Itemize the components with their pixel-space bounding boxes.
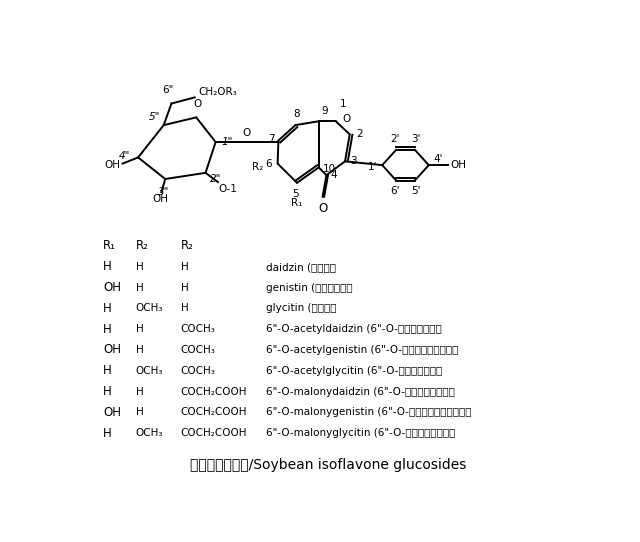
Text: 4': 4': [433, 153, 443, 164]
Text: 5': 5': [412, 186, 421, 196]
Text: 6: 6: [265, 159, 271, 169]
Text: 2: 2: [356, 130, 362, 139]
Text: 3": 3": [158, 186, 170, 197]
Text: OH: OH: [103, 406, 121, 419]
Text: 6"-O-acetyldaidzin (6"-O-乙酰基大豆苷）: 6"-O-acetyldaidzin (6"-O-乙酰基大豆苷）: [266, 324, 442, 334]
Text: H: H: [103, 260, 112, 273]
Text: H: H: [103, 364, 112, 377]
Text: COCH₃: COCH₃: [180, 324, 216, 334]
Text: glycitin (黄豆苷）: glycitin (黄豆苷）: [266, 304, 337, 313]
Text: 3: 3: [351, 156, 357, 166]
Text: 6': 6': [390, 186, 399, 196]
Text: OCH₃: OCH₃: [136, 428, 163, 438]
Text: 6"-O-acetylgenistin (6"-O-乙酰基金雀异黄苷）: 6"-O-acetylgenistin (6"-O-乙酰基金雀异黄苷）: [266, 345, 458, 355]
Text: H: H: [103, 385, 112, 398]
Text: R₂: R₂: [136, 240, 148, 253]
Text: OCH₃: OCH₃: [136, 366, 163, 376]
Text: H: H: [180, 282, 189, 293]
Text: 1: 1: [340, 99, 346, 109]
Text: COCH₃: COCH₃: [180, 366, 216, 376]
Text: OH: OH: [104, 160, 120, 170]
Text: 6"-O-malonydaidzin (6"-O-丙二酰基大豆苷）: 6"-O-malonydaidzin (6"-O-丙二酰基大豆苷）: [266, 386, 455, 397]
Text: 10: 10: [323, 164, 336, 174]
Text: OH: OH: [103, 281, 121, 294]
Text: 3': 3': [412, 134, 421, 144]
Text: H: H: [136, 386, 143, 397]
Text: 6"-O-malonyglycitin (6"-O-丙二酰基黄豆苷）: 6"-O-malonyglycitin (6"-O-丙二酰基黄豆苷）: [266, 428, 456, 438]
Text: 大豆异黄酮糖苷/Soybean isoflavone glucosides: 大豆异黄酮糖苷/Soybean isoflavone glucosides: [190, 459, 466, 473]
Text: H: H: [136, 324, 143, 334]
Text: H: H: [103, 302, 112, 315]
Text: H: H: [103, 322, 112, 335]
Text: H: H: [180, 262, 189, 272]
Text: genistin (金雀异黄苷）: genistin (金雀异黄苷）: [266, 282, 353, 293]
Text: 6"-O-malonygenistin (6"-O-丙二酰基金雀异黄苷）: 6"-O-malonygenistin (6"-O-丙二酰基金雀异黄苷）: [266, 407, 472, 417]
Text: O-1: O-1: [218, 184, 237, 195]
Text: H: H: [136, 345, 143, 355]
Text: O: O: [342, 114, 350, 124]
Text: H: H: [103, 427, 112, 440]
Text: COCH₂COOH: COCH₂COOH: [180, 407, 247, 417]
Text: 4: 4: [330, 170, 337, 180]
Text: 9: 9: [321, 106, 328, 116]
Text: OH: OH: [152, 195, 168, 204]
Text: COCH₂COOH: COCH₂COOH: [180, 386, 247, 397]
Text: H: H: [136, 407, 143, 417]
Text: 5": 5": [148, 112, 160, 122]
Text: 5: 5: [292, 189, 299, 199]
Text: 1": 1": [221, 137, 232, 147]
Text: 1': 1': [368, 162, 378, 172]
Text: R₁: R₁: [103, 240, 116, 253]
Text: 2': 2': [390, 134, 399, 144]
Text: OCH₃: OCH₃: [136, 304, 163, 313]
Text: O: O: [243, 128, 251, 138]
Text: R₁: R₁: [291, 198, 303, 208]
Text: 6"-O-acetylglycitin (6"-O-乙酰基黄豆苷）: 6"-O-acetylglycitin (6"-O-乙酰基黄豆苷）: [266, 366, 442, 376]
Text: R₂: R₂: [252, 163, 264, 172]
Text: CH₂OR₃: CH₂OR₃: [198, 87, 237, 97]
Text: H: H: [136, 282, 143, 293]
Text: 4": 4": [119, 151, 131, 161]
Text: O: O: [319, 202, 328, 215]
Text: OH: OH: [451, 160, 467, 170]
Text: daidzin (大豆苷）: daidzin (大豆苷）: [266, 262, 336, 272]
Text: H: H: [180, 304, 189, 313]
Text: O: O: [193, 99, 201, 109]
Text: 7: 7: [268, 134, 275, 144]
Text: COCH₂COOH: COCH₂COOH: [180, 428, 247, 438]
Text: COCH₃: COCH₃: [180, 345, 216, 355]
Text: H: H: [136, 262, 143, 272]
Text: 6": 6": [163, 85, 174, 95]
Text: 2": 2": [210, 174, 221, 184]
Text: R₂: R₂: [180, 240, 194, 253]
Text: OH: OH: [103, 344, 121, 357]
Text: 8: 8: [294, 109, 300, 119]
